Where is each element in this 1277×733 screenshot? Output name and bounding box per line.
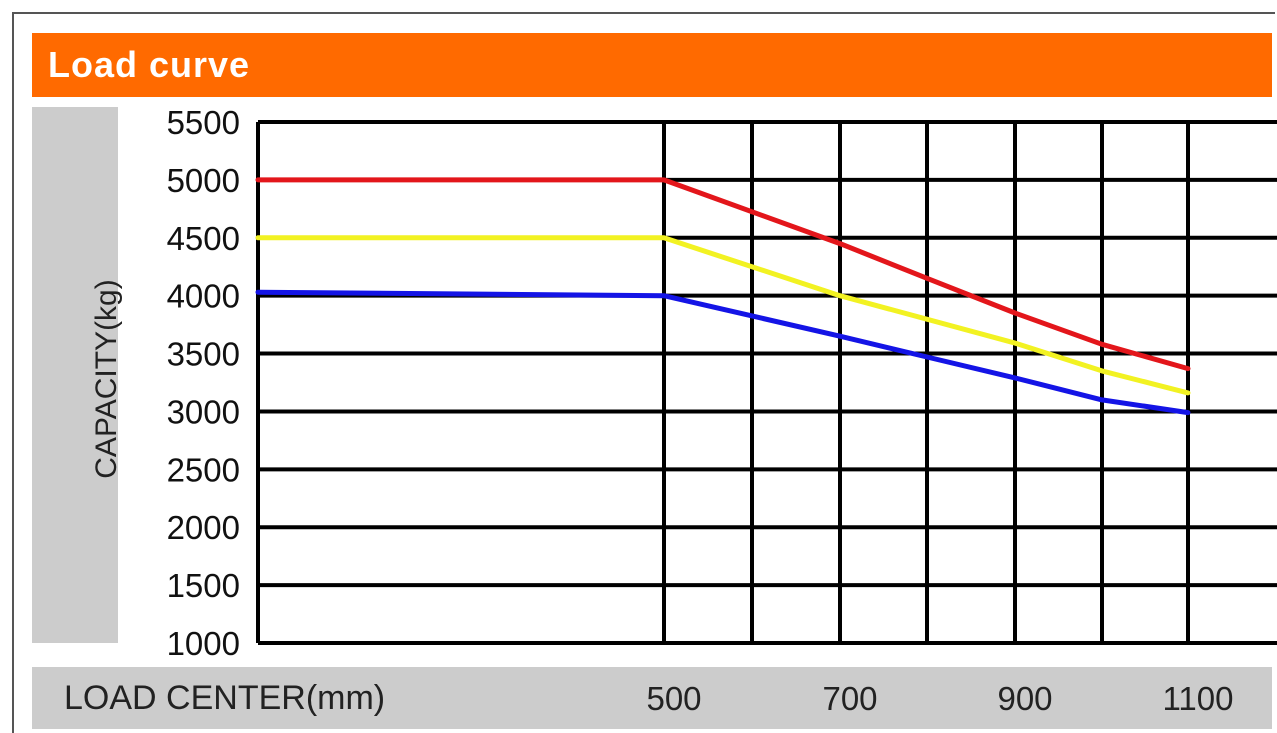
x-tick-labels: 500 700 900 1100: [646, 680, 1233, 717]
y-tick-labels: 5500 5000 4500 4000 3500 3000 2500 2000 1500 1000: [167, 104, 240, 662]
x-tick-label: 900: [997, 680, 1052, 717]
title-bar: Load curve: [32, 33, 1272, 97]
x-tick-label: 500: [646, 680, 701, 717]
x-axis-label: LOAD CENTER(mm): [64, 679, 386, 717]
chart-series-group: [255, 177, 1191, 416]
chart-frame: [12, 12, 1275, 733]
y-tick-label: 4500: [167, 220, 240, 257]
y-tick-label: 5500: [167, 104, 240, 141]
series-line-1: [255, 177, 1191, 372]
chart-title: Load curve: [48, 44, 251, 85]
x-tick-label: 1100: [1163, 680, 1234, 717]
y-tick-label: 2000: [167, 509, 240, 546]
series-line-3: [255, 289, 1191, 416]
y-tick-label: 3000: [167, 393, 240, 430]
x-tick-label: 700: [822, 680, 877, 717]
x-axis-label-panel: LOAD CENTER(mm): [32, 667, 1272, 729]
y-axis-label-panel: CAPACITY(kg): [32, 107, 123, 643]
y-tick-label: 2500: [167, 451, 240, 488]
y-tick-label: 3500: [167, 336, 240, 373]
y-tick-label: 4000: [167, 278, 240, 315]
series-line-2: [255, 235, 1191, 396]
y-tick-label: 1500: [167, 567, 240, 604]
y-tick-label: 5000: [167, 162, 240, 199]
chart-grid: [256, 120, 1277, 645]
y-tick-label: 1000: [167, 625, 240, 662]
